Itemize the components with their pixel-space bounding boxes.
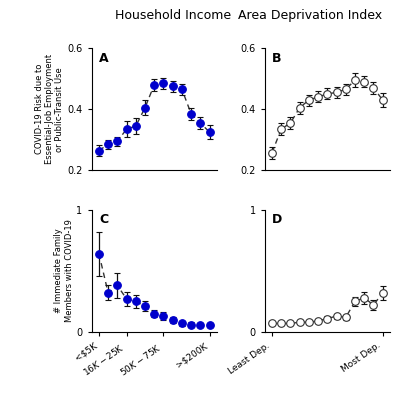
Text: A: A bbox=[99, 52, 109, 65]
Text: Household Income: Household Income bbox=[115, 9, 231, 22]
Y-axis label: # Immediate Family
Members with COVID-19: # Immediate Family Members with COVID-19 bbox=[54, 219, 74, 322]
Y-axis label: COVID-19 Risk due to
Essential-Job Employment
or Public-Transit Use: COVID-19 Risk due to Essential-Job Emplo… bbox=[35, 54, 64, 164]
Text: B: B bbox=[272, 52, 282, 65]
Text: Area Deprivation Index: Area Deprivation Index bbox=[238, 9, 382, 22]
Text: C: C bbox=[99, 213, 108, 226]
Text: D: D bbox=[272, 213, 283, 226]
